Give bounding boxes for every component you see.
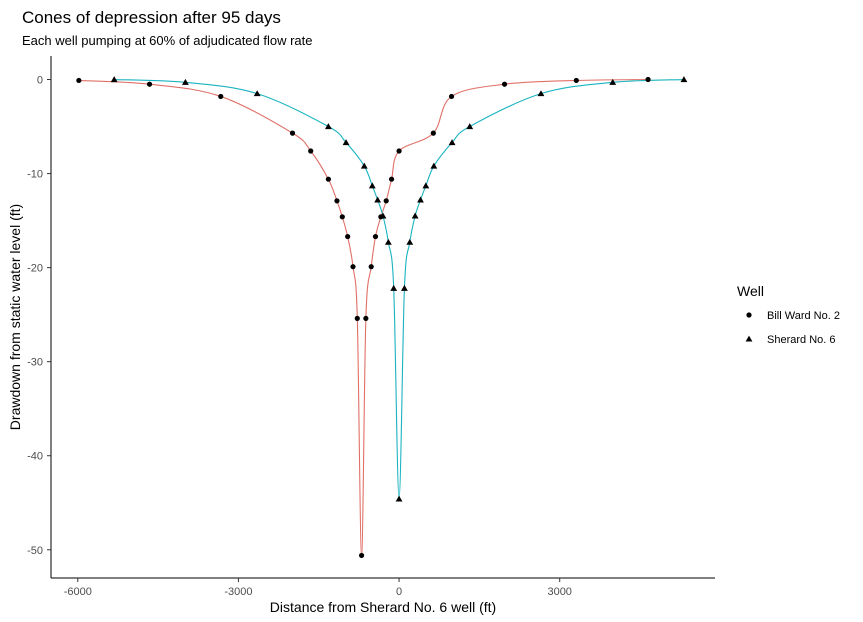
data-point (680, 76, 688, 83)
data-point (363, 315, 369, 322)
data-point (146, 81, 153, 87)
data-point (411, 212, 419, 219)
data-point (358, 552, 365, 559)
data-point (537, 90, 545, 97)
data-point (501, 81, 508, 87)
series-points (76, 76, 688, 559)
data-point (354, 315, 360, 322)
data-point (350, 264, 356, 270)
data-point (448, 93, 455, 100)
data-point (76, 77, 82, 84)
data-point (383, 198, 389, 204)
data-point (430, 130, 436, 136)
y-tick-label: -40 (27, 451, 43, 463)
y-tick-label: -20 (27, 263, 43, 275)
data-point (406, 238, 414, 245)
x-tick-label: 3000 (547, 586, 571, 598)
legend-label: Sherard No. 6 (767, 334, 835, 346)
x-axis-ticks: -6000 -3000 0 3000 (64, 578, 572, 598)
data-point (645, 76, 651, 83)
data-point (339, 214, 345, 220)
chart-title: Cones of depression after 95 days (22, 8, 281, 27)
data-point (253, 90, 261, 97)
y-axis-ticks: 0 -10 -20 -30 -40 -50 (27, 75, 51, 557)
data-point (342, 139, 350, 146)
legend: Well Bill Ward No. 2 Sherard No. 6 (737, 283, 840, 346)
y-axis-title: Drawdown from static water level (ft) (7, 204, 23, 430)
data-point (388, 176, 395, 182)
legend-title: Well (737, 283, 764, 299)
data-point (218, 93, 224, 100)
data-point (374, 196, 382, 203)
data-point (396, 148, 402, 154)
series-line-sherard-no-6 (114, 78, 684, 500)
data-point (368, 182, 376, 189)
chart-subtitle: Each well pumping at 60% of adjudicated … (22, 33, 313, 48)
data-point (390, 284, 398, 291)
data-point (360, 162, 368, 169)
data-point (325, 176, 331, 182)
data-point (395, 495, 403, 502)
data-point (422, 182, 430, 189)
data-point (384, 238, 392, 245)
x-tick-label: -6000 (64, 586, 92, 598)
data-point (368, 264, 374, 270)
x-tick-label: 0 (396, 586, 402, 598)
plot-area (76, 76, 688, 559)
legend-item: Sherard No. 6 (745, 334, 835, 346)
y-tick-label: 0 (37, 75, 43, 87)
y-tick-label: -10 (27, 169, 43, 181)
data-point (401, 284, 408, 291)
data-point (289, 130, 296, 136)
data-point (334, 198, 340, 204)
data-point (182, 78, 189, 85)
data-point (466, 123, 474, 130)
legend-item: Bill Ward No. 2 (746, 310, 840, 322)
x-axis-title: Distance from Sherard No. 6 well (ft) (270, 599, 496, 615)
y-tick-label: -50 (27, 545, 43, 557)
data-point (308, 148, 314, 154)
series-lines (78, 78, 684, 556)
legend-key-triangle (745, 335, 753, 342)
data-point (345, 233, 351, 240)
data-point (110, 76, 118, 83)
data-point (609, 78, 617, 85)
data-point (417, 196, 424, 203)
data-point (573, 77, 579, 84)
data-point (448, 139, 456, 146)
x-tick-label: -3000 (224, 586, 252, 598)
data-point (324, 123, 332, 130)
y-tick-label: -30 (27, 357, 43, 369)
legend-label: Bill Ward No. 2 (767, 310, 840, 322)
legend-key-circle (746, 312, 752, 318)
data-point (379, 212, 387, 219)
data-point (372, 233, 379, 240)
data-point (430, 162, 438, 169)
